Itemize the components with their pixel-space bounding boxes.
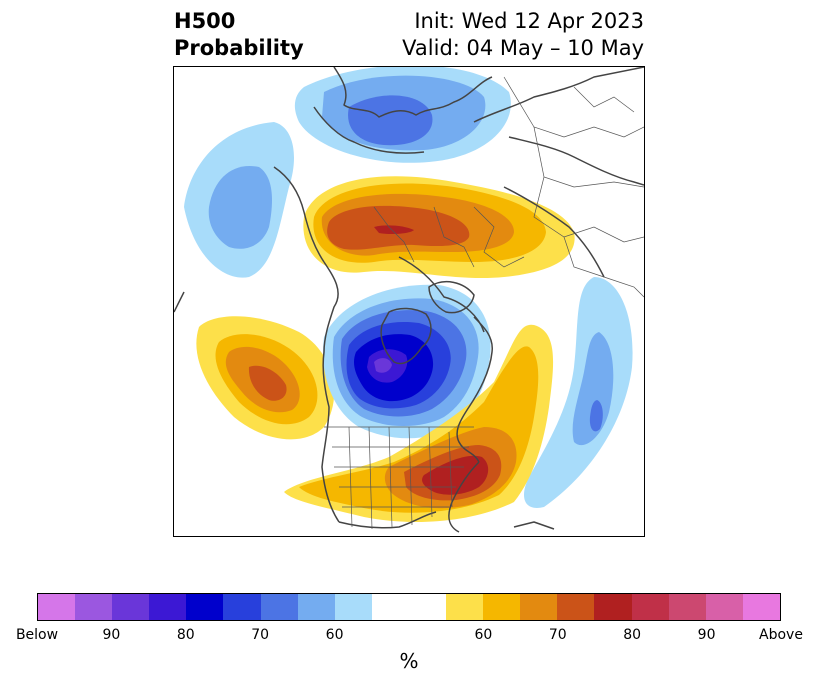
colorbar-bin-15 (594, 594, 632, 620)
below-normal-atlantic (524, 277, 633, 508)
colorbar-tick-8: 90 (697, 627, 716, 643)
colorbar-tick-7: 80 (623, 627, 642, 643)
colorbar-bin-16 (631, 594, 669, 620)
colorbar-tick-3: 70 (251, 627, 270, 643)
colorbar-tick-1: 90 (102, 627, 121, 643)
forecast-info: Init: Wed 12 Apr 2023 Valid: 04 May – 10… (402, 8, 644, 62)
colorbar-tick-0: Below (15, 627, 59, 643)
colorbar-bin-1 (75, 594, 113, 620)
below-normal-pacific (184, 122, 294, 278)
colorbar-tick-2: 80 (176, 627, 195, 643)
colorbar (37, 593, 781, 621)
title-line-variable: H500 (174, 9, 236, 33)
colorbar-unit-label: % (399, 649, 419, 673)
colorbar-bin-13 (520, 594, 558, 620)
colorbar-bin-11 (446, 594, 484, 620)
colorbar-bin-5 (223, 594, 261, 620)
map-canvas (174, 67, 644, 536)
political-borders (324, 76, 644, 530)
colorbar-bin-18 (705, 594, 743, 620)
below-normal-arctic (294, 67, 511, 163)
init-date: Init: Wed 12 Apr 2023 (414, 9, 644, 33)
colorbar-tick-5: 60 (474, 627, 493, 643)
title-line-product: Probability (174, 36, 304, 60)
colorbar-bin-6 (260, 594, 298, 620)
colorbar-bin-0 (38, 594, 76, 620)
colorbar-tick-9: Above (759, 627, 803, 643)
colorbar-bin-10 (408, 594, 447, 620)
probability-map (173, 66, 645, 537)
valid-range: Valid: 04 May – 10 May (402, 36, 644, 60)
above-normal-canada (303, 176, 575, 279)
colorbar-bin-4 (186, 594, 224, 620)
colorbar-bin-9 (371, 594, 409, 620)
colorbar-bin-17 (668, 594, 706, 620)
colorbar-bin-14 (557, 594, 595, 620)
colorbar-bin-2 (112, 594, 150, 620)
coastlines (174, 67, 644, 533)
colorbar-tick-6: 70 (548, 627, 567, 643)
chart-title: H500 Probability (174, 8, 304, 62)
colorbar-bin-19 (742, 594, 780, 620)
colorbar-bin-3 (149, 594, 187, 620)
above-normal-north-pacific (196, 316, 335, 440)
colorbar-bin-7 (297, 594, 335, 620)
colorbar-bin-12 (483, 594, 521, 620)
colorbar-bin-8 (334, 594, 372, 620)
colorbar-tick-4: 60 (325, 627, 344, 643)
